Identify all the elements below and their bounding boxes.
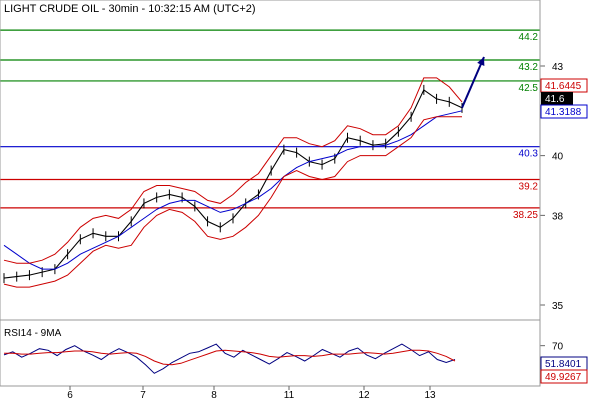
price-axis-label-0: 35: [552, 301, 564, 312]
price-axis-label-3: 43: [552, 62, 564, 73]
rsi-series-line-1: [4, 349, 456, 366]
projection-arrow-head: [477, 57, 485, 67]
price-series-line-1: [3, 110, 463, 270]
price-badge-label-0: 41.6445: [545, 81, 582, 92]
price-axis: 35 38 40 43: [540, 62, 564, 312]
price-badge-label-1: 41.6: [545, 94, 565, 105]
rsi-series-group: [3, 343, 456, 374]
price-series-line-2: [3, 77, 463, 264]
level-label-0: 44.2: [519, 32, 539, 43]
x-axis-label-0: 6: [67, 390, 73, 400]
x-axis-label-4: 12: [358, 390, 370, 400]
price-series-line-3: [3, 116, 462, 288]
level-label-4: 39.2: [519, 182, 539, 193]
projection-arrow-shaft: [461, 56, 485, 109]
price-axis-label-1: 38: [552, 211, 564, 222]
price-series-group: [3, 56, 485, 288]
rsi-badge-bg-1: [540, 369, 588, 384]
price-badge-bg-1: [541, 92, 573, 105]
x-axis-label-2: 8: [211, 390, 217, 400]
x-axis-label-1: 7: [140, 390, 146, 400]
level-label-2: 42.5: [519, 83, 539, 94]
rsi-badge-label-1: 49.9267: [545, 372, 582, 383]
price-axis-label-2: 40: [552, 152, 564, 163]
rsi-badges: 51.8401 49.9267: [540, 356, 588, 384]
rsi-plot-frame: [0, 319, 541, 387]
rsi-series-line-0: [3, 343, 456, 374]
x-axis: 6 7 8 11 12 13: [67, 386, 436, 400]
price-chart-title: LIGHT CRUDE OIL - 30min - 10:32:15 AM (U…: [4, 3, 256, 15]
x-axis-label-3: 11: [284, 390, 295, 400]
level-label-3: 40.3: [519, 149, 539, 160]
price-badge-label-2: 41.3188: [545, 107, 582, 118]
rsi-title: RSI14 - 9MA: [4, 328, 62, 339]
price-badge-bg-2: [540, 104, 588, 119]
x-axis-label-5: 13: [424, 390, 436, 400]
rsi-badge-label-0: 51.8401: [545, 359, 582, 370]
level-label-5: 38.25: [513, 210, 538, 221]
horizontal-levels: 44.2 43.2 42.5 40.3 39.2 38.25: [0, 29, 540, 221]
level-label-1: 43.2: [519, 62, 539, 73]
price-badges: 41.6445 41.6 41.3188: [540, 78, 588, 119]
rsi-axis-label-0: 70: [552, 342, 564, 353]
